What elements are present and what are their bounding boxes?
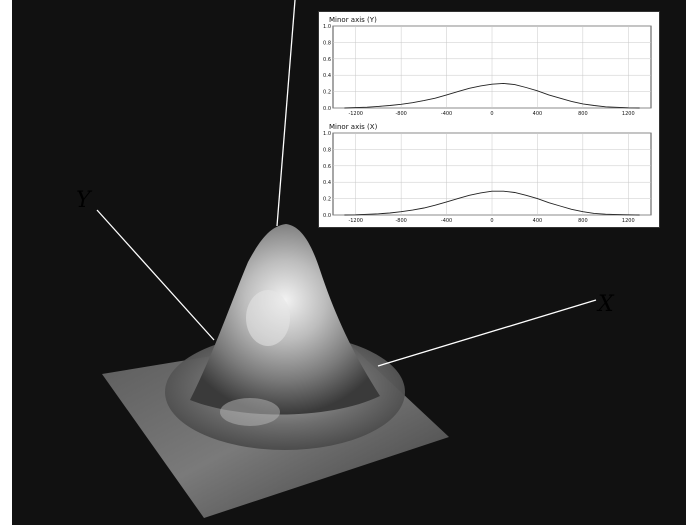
x-tick-label: -400 (441, 218, 452, 224)
x-tick-label: -800 (395, 111, 406, 117)
x-tick-label: -1200 (348, 218, 363, 224)
x-axis-label: X (598, 292, 614, 317)
y-axis-line (96, 209, 215, 341)
profile-panel-x: 0.0 0.2 0.4 0.6 0.8 1.0 -1200 -800 -400 0 400 800 12… (323, 131, 652, 224)
y-tick-label: 0.6 (323, 57, 331, 63)
x-tick-label: 0 (490, 218, 493, 224)
x-tick-label: 1200 (622, 218, 635, 224)
profile-inset: Minor axis (Y) 0.0 0.2 0.4 0.6 0.8 1.0 -1200 -8… (318, 11, 660, 228)
panel-title-x: Minor axis (X) (329, 123, 378, 131)
y-tick-label: 0.4 (323, 73, 331, 79)
leader-line (276, 0, 296, 227)
y-tick-label: 0.0 (323, 213, 331, 219)
profile-line (344, 190, 640, 216)
x-axis-line (377, 299, 597, 367)
x-tick-label: 1200 (622, 111, 635, 117)
y-tick-label: 0.2 (323, 90, 331, 96)
y-tick-label: 0.0 (323, 106, 331, 112)
y-tick-label: 0.4 (323, 180, 331, 186)
y-tick-label: 1.0 (323, 24, 331, 30)
profile-panel-y: 0.0 0.2 0.4 0.6 0.8 1.0 -1200 -800 -400 0 400 800 12… (323, 24, 652, 117)
surface-highlight (246, 290, 290, 346)
y-tick-label: 0.8 (323, 147, 331, 153)
x-tick-label: -400 (441, 111, 452, 117)
x-tick-label: 800 (578, 218, 588, 224)
y-tick-label: 0.8 (323, 40, 331, 46)
y-tick-label: 0.6 (323, 164, 331, 170)
x-tick-label: 800 (578, 111, 588, 117)
y-tick-label: 0.2 (323, 197, 331, 203)
y-tick-label: 1.0 (323, 131, 331, 137)
x-tick-label: -800 (395, 218, 406, 224)
x-tick-label: 400 (533, 111, 543, 117)
x-tick-label: 400 (533, 218, 543, 224)
x-tick-label: -1200 (348, 111, 363, 117)
surface-highlight-lower (220, 398, 280, 426)
profile-line (344, 82, 640, 109)
x-tick-label: 0 (490, 111, 493, 117)
panel-title-y: Minor axis (Y) (329, 16, 377, 24)
y-axis-label: Y (76, 188, 91, 213)
